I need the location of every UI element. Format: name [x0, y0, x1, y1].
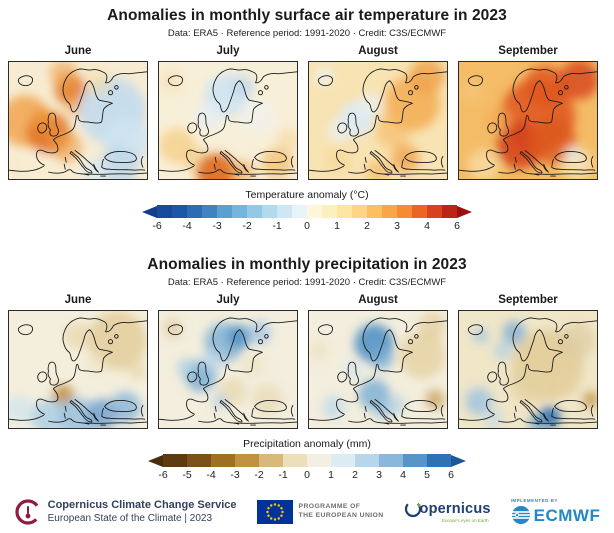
- eu-logo-group: PROGRAMME OF THE EUROPEAN UNION: [256, 500, 384, 524]
- temperature-colorbar-bar: [0, 205, 614, 218]
- c3s-service-name: Copernicus Climate Change Service: [47, 498, 237, 511]
- month-label: September: [498, 294, 558, 306]
- precipitation-title: Anomalies in monthly precipitation in 20…: [147, 256, 467, 273]
- copernicus-swoosh-icon: [404, 501, 421, 518]
- temperature-colorbar-ticks: -6 -4 -3 -2 -1 0 1 2 3 4 6: [152, 220, 460, 234]
- anomaly-map: [308, 61, 448, 180]
- colorbar-tick: -4: [206, 469, 216, 481]
- footer: Copernicus Climate Change Service Europe…: [0, 498, 614, 526]
- precipitation-section: Anomalies in monthly precipitation in 20…: [0, 249, 614, 483]
- c3s-logo-icon: [15, 499, 41, 525]
- anomaly-map: [8, 310, 148, 429]
- c3s-report-name: European State of the Climate | 2023: [47, 512, 213, 524]
- precipitation-maps-row: June July August September: [0, 294, 614, 429]
- eu-programme-line1: PROGRAMME OF: [298, 503, 361, 511]
- colorbar-tick: 0: [304, 220, 310, 232]
- anomaly-map: [458, 61, 598, 180]
- copernicus-tagline: Europe's eyes on Earth: [442, 518, 489, 524]
- temperature-section: Anomalies in monthly surface air tempera…: [0, 0, 614, 234]
- map-panel-precipitation-june: June: [8, 294, 148, 429]
- eu-programme-line2: THE EUROPEAN UNION: [298, 512, 384, 519]
- colorbar-tick: 2: [352, 469, 358, 481]
- month-label: June: [64, 294, 92, 306]
- ecmwf-globe-icon: [511, 506, 530, 525]
- colorbar-tick: 5: [424, 469, 430, 481]
- precipitation-subtitle: Data: ERA5 · Reference period: 1991-2020…: [167, 277, 447, 288]
- anomaly-map: [158, 61, 298, 180]
- ecmwf-wordmark: ECMWF: [533, 505, 601, 525]
- precipitation-colorbar-label: Precipitation anomaly (mm): [243, 438, 371, 450]
- colorbar-tick: -4: [182, 220, 192, 232]
- map-panel-precipitation-july: July: [158, 294, 298, 429]
- map-panel-precipitation-august: August: [308, 294, 448, 429]
- colorbar-tick: -3: [230, 469, 240, 481]
- month-label: August: [358, 45, 398, 57]
- month-label: July: [216, 294, 240, 306]
- anomaly-map: [8, 61, 148, 180]
- colorbar-tick: 6: [454, 220, 460, 232]
- colorbar-right-arrow: [451, 454, 466, 467]
- eu-flag-icon: [256, 500, 293, 524]
- colorbar-tick: 1: [328, 469, 334, 481]
- colorbar-tick: -6: [152, 220, 162, 232]
- precipitation-colorbar-bar: [0, 454, 614, 467]
- temperature-title: Anomalies in monthly surface air tempera…: [107, 7, 507, 24]
- colorbar-tick: 6: [448, 469, 454, 481]
- precipitation-colorbar-ticks: -6 -5 -4 -3 -2 -1 0 1 2 3 4 5 6: [158, 469, 454, 483]
- c3s-logo-group: Copernicus Climate Change Service Europe…: [14, 498, 237, 526]
- map-panel-temperature-september: September: [458, 45, 598, 180]
- month-label: September: [498, 45, 558, 57]
- colorbar-tick: 0: [304, 469, 310, 481]
- month-label: August: [358, 294, 398, 306]
- precipitation-colorbar: Precipitation anomaly (mm) -6 -5 -4 -3 -2 -1 0…: [0, 438, 614, 483]
- colorbar-tick: -6: [158, 469, 168, 481]
- c3s-text: Copernicus Climate Change Service Europe…: [48, 499, 237, 525]
- anomaly-map: [458, 310, 598, 429]
- month-label: June: [64, 45, 92, 57]
- copernicus-logo-group: opernicus Europe's eyes on Earth: [404, 500, 491, 524]
- temperature-subtitle: Data: ERA5 · Reference period: 1991-2020…: [167, 28, 447, 39]
- map-panel-temperature-july: July: [158, 45, 298, 180]
- temperature-colorbar: Temperature anomaly (°C) -6 -4 -3 -2 -1 0 1 2 3 4…: [0, 189, 614, 234]
- colorbar-tick: -1: [278, 469, 288, 481]
- colorbar-right-arrow: [457, 205, 472, 218]
- copernicus-wordmark: opernicus: [419, 501, 491, 517]
- colorbar-left-arrow: [148, 454, 163, 467]
- colorbar-tick: -3: [212, 220, 222, 232]
- temperature-maps-row: June July August September: [0, 45, 614, 180]
- temperature-colorbar-label: Temperature anomaly (°C): [245, 189, 369, 201]
- colorbar-tick: -2: [242, 220, 252, 232]
- colorbar-tick: 3: [394, 220, 400, 232]
- colorbar-tick: -5: [182, 469, 192, 481]
- anomaly-map: [308, 310, 448, 429]
- colorbar-left-arrow: [142, 205, 157, 218]
- month-label: July: [216, 45, 240, 57]
- map-panel-precipitation-september: September: [458, 294, 598, 429]
- colorbar-tick: -1: [272, 220, 282, 232]
- eu-programme-text: PROGRAMME OF THE EUROPEAN UNION: [299, 503, 384, 521]
- colorbar-tick: 1: [334, 220, 340, 232]
- colorbar-tick: 2: [364, 220, 370, 232]
- colorbar-tick: 3: [376, 469, 382, 481]
- colorbar-tick: -2: [254, 469, 264, 481]
- colorbar-tick: 4: [424, 220, 430, 232]
- colorbar-tick: 4: [400, 469, 406, 481]
- map-panel-temperature-august: August: [308, 45, 448, 180]
- ecmwf-logo-group: IMPLEMENTED BY ECMWF: [510, 497, 601, 526]
- anomaly-map: [158, 310, 298, 429]
- ecmwf-implemented-by: IMPLEMENTED BY: [510, 497, 558, 503]
- map-panel-temperature-june: June: [8, 45, 148, 180]
